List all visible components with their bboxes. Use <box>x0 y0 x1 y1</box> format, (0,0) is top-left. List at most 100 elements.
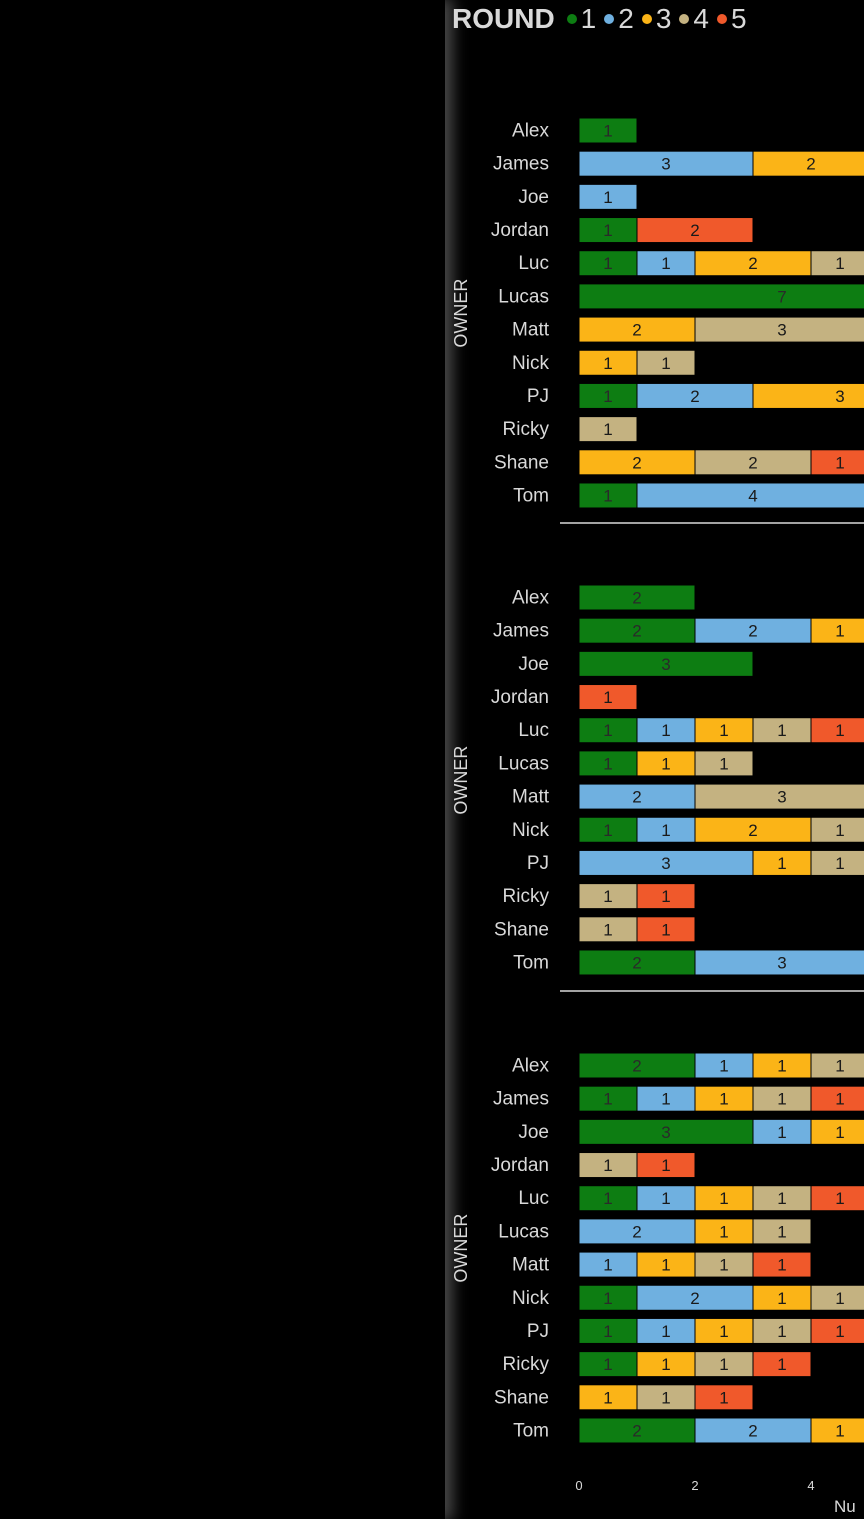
legend-item-round-1[interactable]: 1 <box>566 3 597 35</box>
bar-segment[interactable] <box>578 1218 696 1245</box>
bar-segment[interactable] <box>752 1218 812 1245</box>
bar-segment[interactable] <box>578 449 696 476</box>
bar-segment[interactable] <box>578 1185 638 1212</box>
bar-segment[interactable] <box>810 816 864 843</box>
bar-segment[interactable] <box>810 1417 864 1444</box>
bar-value-label: 1 <box>603 821 612 840</box>
bar-segment[interactable] <box>810 1284 864 1311</box>
bar-segment[interactable] <box>752 1251 812 1278</box>
bar-segment[interactable] <box>578 916 638 943</box>
bar-segment[interactable] <box>694 449 812 476</box>
bar-segment[interactable] <box>636 1152 696 1179</box>
bar-segment[interactable] <box>810 1118 864 1145</box>
bar-segment[interactable] <box>578 816 638 843</box>
bar-value-label: 2 <box>748 254 757 273</box>
legend-item-round-5[interactable]: 5 <box>716 3 747 35</box>
bar-segment[interactable] <box>578 883 638 910</box>
bar-segment[interactable] <box>810 1085 864 1112</box>
bar-value-label: 1 <box>603 254 612 273</box>
bar-segment[interactable] <box>752 382 864 409</box>
bar-segment[interactable] <box>752 1052 812 1079</box>
bar-segment[interactable] <box>694 1384 754 1411</box>
bar-segment[interactable] <box>752 1351 812 1378</box>
bar-value-label: 1 <box>603 221 612 240</box>
bar-segment[interactable] <box>578 316 696 343</box>
bar-segment[interactable] <box>578 1284 638 1311</box>
bar-segment[interactable] <box>578 1251 638 1278</box>
bar-segment[interactable] <box>636 1384 696 1411</box>
bar-segment[interactable] <box>578 783 696 810</box>
bar-segment[interactable] <box>810 1185 864 1212</box>
bar-segment[interactable] <box>694 1251 754 1278</box>
bar-segment[interactable] <box>752 849 812 876</box>
bar-segment[interactable] <box>694 783 864 810</box>
bar-segment[interactable] <box>578 1351 638 1378</box>
bar-value-label: 1 <box>719 1355 728 1374</box>
bar-value-label: 2 <box>748 453 757 472</box>
bar-segment[interactable] <box>694 750 754 777</box>
bar-segment[interactable] <box>752 150 864 177</box>
legend-item-round-4[interactable]: 4 <box>679 3 709 35</box>
bar-segment[interactable] <box>578 617 696 644</box>
bar-segment[interactable] <box>578 416 638 443</box>
bar-segment[interactable] <box>578 349 638 376</box>
bar-segment[interactable] <box>752 1317 812 1344</box>
bar-value-label: 2 <box>690 387 699 406</box>
bar-segment[interactable] <box>694 316 864 343</box>
bar-segment[interactable] <box>578 1052 696 1079</box>
x-tick-label: 2 <box>691 1478 698 1493</box>
bar-value-label: 1 <box>603 387 612 406</box>
bar-segment[interactable] <box>752 1284 812 1311</box>
bar-segment[interactable] <box>578 250 638 277</box>
bar-segment[interactable] <box>810 250 864 277</box>
bar-segment[interactable] <box>578 482 638 509</box>
bar-segment[interactable] <box>578 650 754 677</box>
bar-segment[interactable] <box>578 684 638 711</box>
bar-value-label: 2 <box>632 589 641 608</box>
bar-segment[interactable] <box>694 1317 754 1344</box>
bar-segment[interactable] <box>694 949 864 976</box>
bar-segment[interactable] <box>636 916 696 943</box>
bar-segment[interactable] <box>578 150 754 177</box>
bar-segment[interactable] <box>694 1417 812 1444</box>
bar-segment[interactable] <box>578 117 638 144</box>
legend-label: 1 <box>580 3 597 34</box>
bar-value-label: 3 <box>661 854 670 873</box>
bar-segment[interactable] <box>578 717 638 744</box>
bar-segment[interactable] <box>752 1085 812 1112</box>
bar-segment[interactable] <box>578 183 638 210</box>
bar-segment[interactable] <box>636 1085 696 1112</box>
bar-segment[interactable] <box>636 217 754 244</box>
bar-segment[interactable] <box>810 1052 864 1079</box>
bar-segment[interactable] <box>694 1185 754 1212</box>
bar-segment[interactable] <box>578 750 638 777</box>
bar-segment[interactable] <box>694 816 812 843</box>
bar-value-label: 3 <box>777 953 786 972</box>
bar-segment[interactable] <box>636 482 864 509</box>
bar-segment[interactable] <box>578 1118 754 1145</box>
bar-segment[interactable] <box>752 1185 812 1212</box>
bar-segment[interactable] <box>694 617 812 644</box>
bar-segment[interactable] <box>578 849 754 876</box>
bar-segment[interactable] <box>636 883 696 910</box>
legend-item-round-3[interactable]: 3 <box>641 3 671 35</box>
bar-segment[interactable] <box>694 250 812 277</box>
bar-segment[interactable] <box>810 717 864 744</box>
bar-segment[interactable] <box>636 349 696 376</box>
bar-segment[interactable] <box>694 717 754 744</box>
bar-value-label: 2 <box>690 1289 699 1308</box>
bar-segment[interactable] <box>810 1317 864 1344</box>
bar-segment[interactable] <box>752 717 812 744</box>
bar-segment[interactable] <box>694 1085 754 1112</box>
bar-segment[interactable] <box>752 1118 812 1145</box>
legend-item-round-2[interactable]: 2 <box>604 3 634 35</box>
bar-segment[interactable] <box>810 449 864 476</box>
bar-segment[interactable] <box>810 849 864 876</box>
bar-value-label: 1 <box>661 1322 670 1341</box>
bar-segment[interactable] <box>578 584 696 611</box>
bar-segment[interactable] <box>578 283 864 310</box>
bar-segment[interactable] <box>694 1052 754 1079</box>
bar-segment[interactable] <box>636 1251 696 1278</box>
bar-segment[interactable] <box>636 1185 696 1212</box>
bar-segment[interactable] <box>810 617 864 644</box>
